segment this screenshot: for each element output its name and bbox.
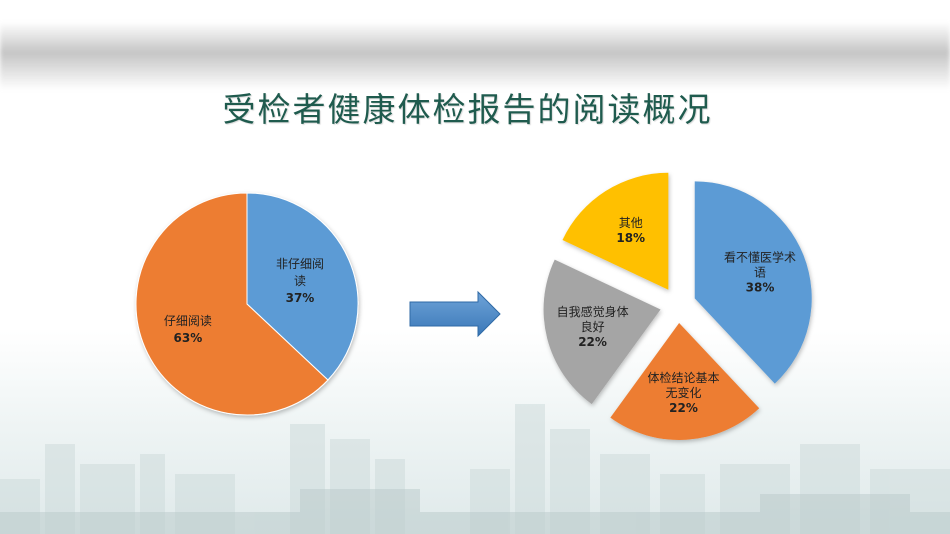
pie-slice [543, 259, 661, 405]
pie-slice [246, 192, 359, 381]
slice-value-label: 18% [616, 231, 645, 245]
slice-category-label: 看不懂医学术 [724, 250, 796, 265]
pie-slice [694, 181, 812, 384]
slice-category-label: 良好 [581, 319, 605, 334]
slice-value-label: 22% [578, 335, 607, 349]
slice-category-label: 其他 [619, 216, 643, 230]
slice-value-label: 37% [286, 291, 315, 305]
slice-category-label: 无变化 [666, 385, 702, 400]
slice-value-label: 22% [669, 401, 698, 415]
slice-value-label: 38% [746, 281, 775, 295]
slice-category-label: 非仔细阅 [276, 257, 324, 271]
slice-category-label: 自我感觉身体 [557, 304, 629, 319]
city-skyline-background [0, 404, 950, 534]
slice-category-label: 仔细阅读 [164, 314, 212, 328]
slide-title: 受检者健康体检报告的阅读概况 [222, 90, 713, 129]
slice-category-label: 体检结论基本 [648, 370, 720, 385]
header-band [0, 22, 950, 90]
pie-chart-reasons [543, 172, 812, 440]
pie-slice [135, 192, 329, 416]
slice-value-label: 63% [174, 331, 203, 345]
slice-category-label: 语 [754, 266, 766, 280]
slice-category-label: 读 [294, 274, 306, 288]
arrow-right-icon [409, 290, 501, 338]
pie-chart-reading [135, 192, 359, 416]
pie-slice [610, 322, 760, 440]
pie-slice [562, 172, 669, 290]
